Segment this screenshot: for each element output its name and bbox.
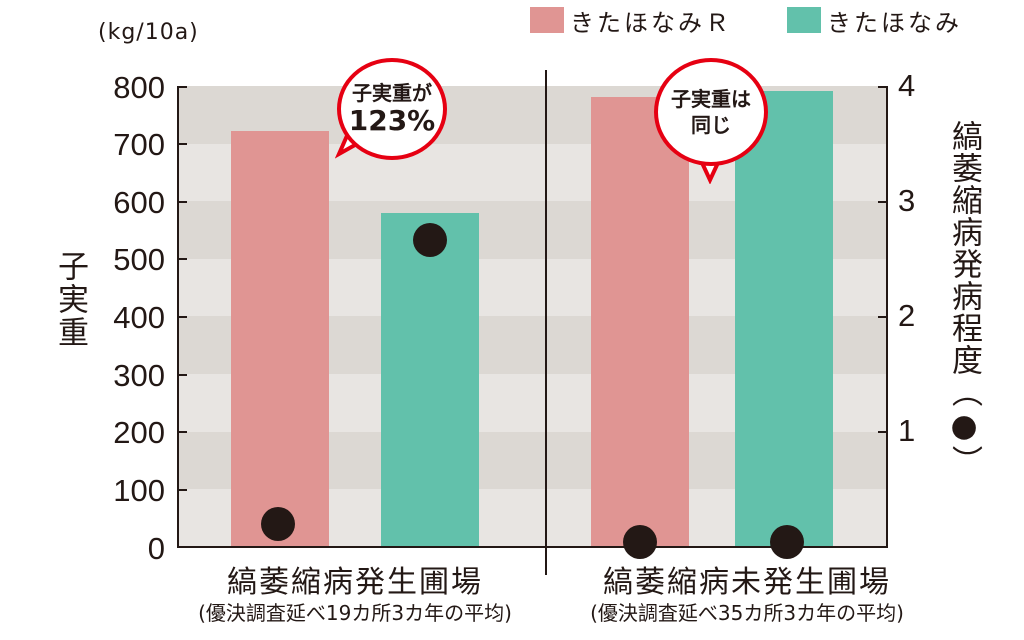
right-axis-title: 縞萎縮病発病程度（●）	[946, 120, 982, 477]
plot-area	[177, 86, 888, 559]
callout-line2: 123%	[348, 104, 436, 137]
left-tick	[177, 374, 187, 376]
right-tick	[878, 86, 888, 88]
callout-yield-123: 子実重が 123%	[337, 58, 447, 160]
right-tick-label: 1	[898, 413, 916, 448]
legend-swatch-pink	[530, 7, 564, 33]
right-tick-label: 4	[898, 68, 916, 103]
legend-swatch-teal	[787, 7, 821, 33]
left-axis-title: 子実重	[52, 250, 88, 349]
left-tick-label: 600	[113, 185, 165, 220]
dot-kitahonami-r-affected	[261, 507, 295, 541]
right-tick	[878, 316, 888, 318]
legend-item-kitahonami-r: きたほなみＲ	[530, 6, 732, 37]
left-axis-unit: (kg/10a)	[98, 20, 199, 45]
left-tick-label: 200	[113, 415, 165, 450]
category-label: 縞萎縮病未発生圃場	[603, 565, 891, 600]
left-tick	[177, 258, 187, 260]
left-tick	[177, 143, 187, 145]
right-tick-label: 2	[898, 298, 916, 333]
left-tick-label: 500	[113, 242, 165, 277]
left-tick-label: 100	[113, 473, 165, 508]
legend-label: きたほなみＲ	[570, 8, 732, 37]
legend-item-kitahonami: きたほなみ	[787, 6, 962, 37]
left-tick	[177, 86, 187, 88]
left-tick-label: 700	[113, 127, 165, 162]
left-tick-label: 0	[147, 531, 165, 566]
left-tick	[177, 316, 187, 318]
right-tick-label: 3	[898, 183, 916, 218]
callout-line1: 子実重は	[671, 87, 751, 111]
x-axis-line	[177, 546, 888, 548]
left-tick	[177, 489, 187, 491]
right-tick	[878, 431, 888, 433]
bar-kitahonami-affected	[381, 213, 479, 547]
group-divider	[545, 70, 547, 575]
right-tick	[878, 201, 888, 203]
dot-kitahonami-r-unaffected	[623, 525, 657, 559]
dot-kitahonami-affected	[413, 223, 447, 257]
left-tick-label: 300	[113, 358, 165, 393]
bar-kitahonami-unaffected	[735, 91, 833, 547]
legend-label: きたほなみ	[827, 8, 962, 37]
left-tick	[177, 201, 187, 203]
category-sublabel: (優決調査延べ35カ所3カ年の平均)	[590, 601, 904, 625]
category-sublabel: (優決調査延べ19カ所3カ年の平均)	[198, 601, 512, 625]
callout-line2: 同じ	[691, 113, 731, 137]
left-tick-label: 800	[113, 70, 165, 105]
callout-yield-same: 子実重は 同じ	[654, 58, 768, 166]
category-affected: 縞萎縮病発生圃場 (優決調査延べ19カ所3カ年の平均)	[170, 566, 540, 626]
dot-kitahonami-unaffected	[770, 525, 804, 559]
callout-line1: 子実重が	[352, 81, 432, 105]
left-tick	[177, 431, 187, 433]
category-label: 縞萎縮病発生圃場	[227, 565, 483, 600]
category-unaffected: 縞萎縮病未発生圃場 (優決調査延べ35カ所3カ年の平均)	[552, 566, 942, 626]
left-tick-label: 400	[113, 300, 165, 335]
bar-kitahonami-r-unaffected	[591, 97, 689, 547]
bar-kitahonami-r-affected	[231, 131, 329, 547]
